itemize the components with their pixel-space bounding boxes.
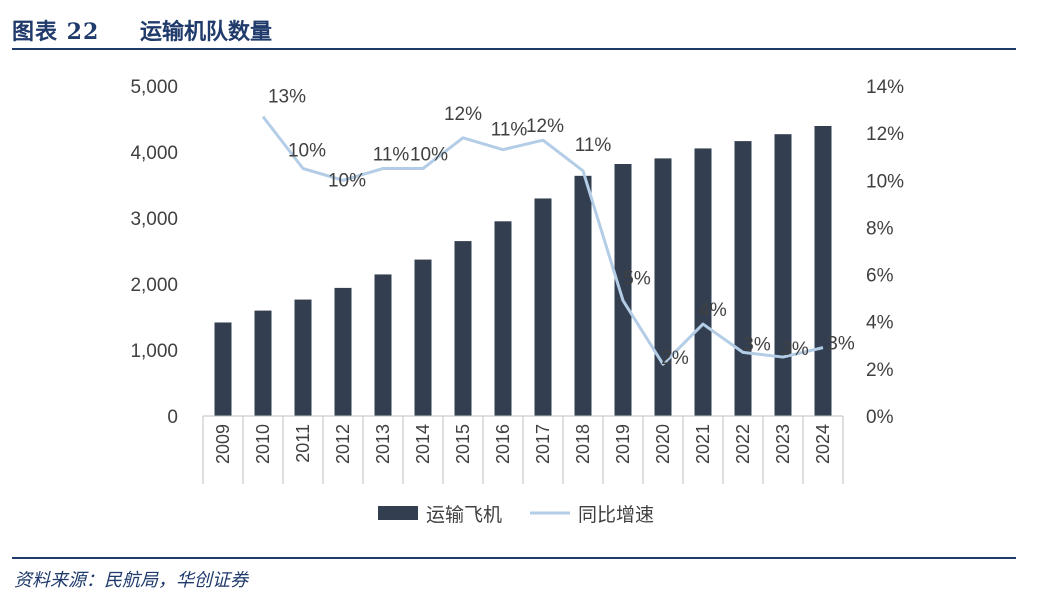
right-axis-tick-label: 2% xyxy=(866,360,894,381)
bar-2011 xyxy=(294,299,312,416)
growth-data-label-2010: 13% xyxy=(268,87,306,108)
x-tick-label-2011: 2011 xyxy=(293,424,313,463)
x-tick-label-2022: 2022 xyxy=(733,424,753,464)
growth-data-label-2020: 2% xyxy=(661,348,689,369)
growth-data-label-2011: 10% xyxy=(288,141,326,162)
legend-label-line: 同比增速 xyxy=(578,504,654,526)
bar-2021 xyxy=(694,148,712,416)
bar-2020 xyxy=(654,158,672,417)
x-tick-label-2010: 2010 xyxy=(253,424,273,464)
right-axis-tick-label: 4% xyxy=(866,313,894,334)
right-axis-tick-label: 0% xyxy=(866,407,894,428)
right-y-axis: 0% 2% 4% 6% 8% 10% 12% 14% xyxy=(866,77,904,428)
bar-2018 xyxy=(574,175,592,416)
x-tick-label-2014: 2014 xyxy=(413,424,433,464)
bar-2012 xyxy=(334,287,352,416)
growth-data-label-2013: 11% xyxy=(373,145,410,166)
bar-2017 xyxy=(534,198,552,416)
figure-label: 图表 22 xyxy=(12,19,100,45)
growth-data-label-2012: 10% xyxy=(328,170,366,191)
right-axis-tick-label: 8% xyxy=(866,218,894,239)
bar-2009 xyxy=(214,322,232,416)
right-axis-tick-label: 10% xyxy=(866,171,904,192)
x-tick-label-2013: 2013 xyxy=(373,424,393,464)
bar-2016 xyxy=(494,221,512,416)
bar-2013 xyxy=(374,274,392,416)
x-tick-label-2015: 2015 xyxy=(453,424,473,464)
bar-2010 xyxy=(254,310,272,416)
x-tick-label-2017: 2017 xyxy=(533,424,553,464)
x-tick-label-2023: 2023 xyxy=(773,424,793,464)
growth-data-label-2017: 12% xyxy=(526,116,564,137)
line-series: 13%10%10%11% 10%12%11%12%11%5%2%4%3% 3% 3% xyxy=(261,87,855,369)
bar-2023 xyxy=(774,134,792,416)
left-axis-tick-label: 0 xyxy=(167,407,178,428)
growth-data-label-2015: 12% xyxy=(444,104,482,125)
growth-line xyxy=(261,115,824,366)
left-y-axis: 0 1,000 2,000 3,000 4,000 5,000 xyxy=(130,77,178,428)
bar-2022 xyxy=(734,141,752,417)
legend-label-bars: 运输飞机 xyxy=(426,504,502,526)
top-rule xyxy=(12,48,1016,50)
growth-data-label-2024: 3% xyxy=(827,334,855,355)
right-axis-tick-label: 6% xyxy=(866,266,894,287)
growth-data-label-2022: 3% xyxy=(743,334,771,355)
figure-title: 运输机队数量 xyxy=(140,19,273,45)
right-axis-tick-label: 12% xyxy=(866,124,904,145)
growth-data-label-2018: 11% xyxy=(575,135,612,156)
bar-2015 xyxy=(454,241,472,416)
growth-data-label-2023: 3% xyxy=(781,339,809,360)
right-axis-tick-label: 14% xyxy=(866,77,904,98)
bar-series xyxy=(214,125,832,417)
left-axis-tick-label: 4,000 xyxy=(130,143,178,164)
bar-2019 xyxy=(614,164,632,416)
x-tick-label-2021: 2021 xyxy=(693,424,713,464)
growth-data-label-2019: 5% xyxy=(623,269,651,290)
growth-data-label-2021: 4% xyxy=(699,300,727,321)
left-axis-tick-label: 2,000 xyxy=(130,275,178,296)
left-axis-tick-label: 1,000 xyxy=(130,341,178,362)
legend: 运输飞机 同比增速 xyxy=(378,504,654,526)
left-axis-tick-label: 5,000 xyxy=(130,77,178,98)
x-tick-label-2024: 2024 xyxy=(813,424,833,464)
x-tick-label-2009: 2009 xyxy=(213,424,233,464)
bottom-rule xyxy=(12,557,1016,559)
x-tick-label-2019: 2019 xyxy=(613,424,633,464)
growth-data-label-2016: 11% xyxy=(491,120,528,141)
x-tick-label-2020: 2020 xyxy=(653,424,673,464)
x-tick-label-2012: 2012 xyxy=(333,424,353,464)
x-tick-label-2018: 2018 xyxy=(573,424,593,464)
x-axis: 2009 2010 2011 2012 2013 2014 2015 2016 2017 2018… xyxy=(202,415,844,484)
figure-header: 图表 22 运输机队数量 xyxy=(12,10,1012,46)
left-axis-tick-label: 3,000 xyxy=(130,209,178,230)
legend-swatch-bars xyxy=(378,506,418,520)
source-note: 资料来源：民航局，华创证券 xyxy=(14,570,248,591)
bar-2024 xyxy=(814,125,832,416)
bar-2014 xyxy=(414,259,432,416)
x-tick-label-2016: 2016 xyxy=(493,424,513,464)
growth-data-label-2014: 10% xyxy=(410,145,448,166)
